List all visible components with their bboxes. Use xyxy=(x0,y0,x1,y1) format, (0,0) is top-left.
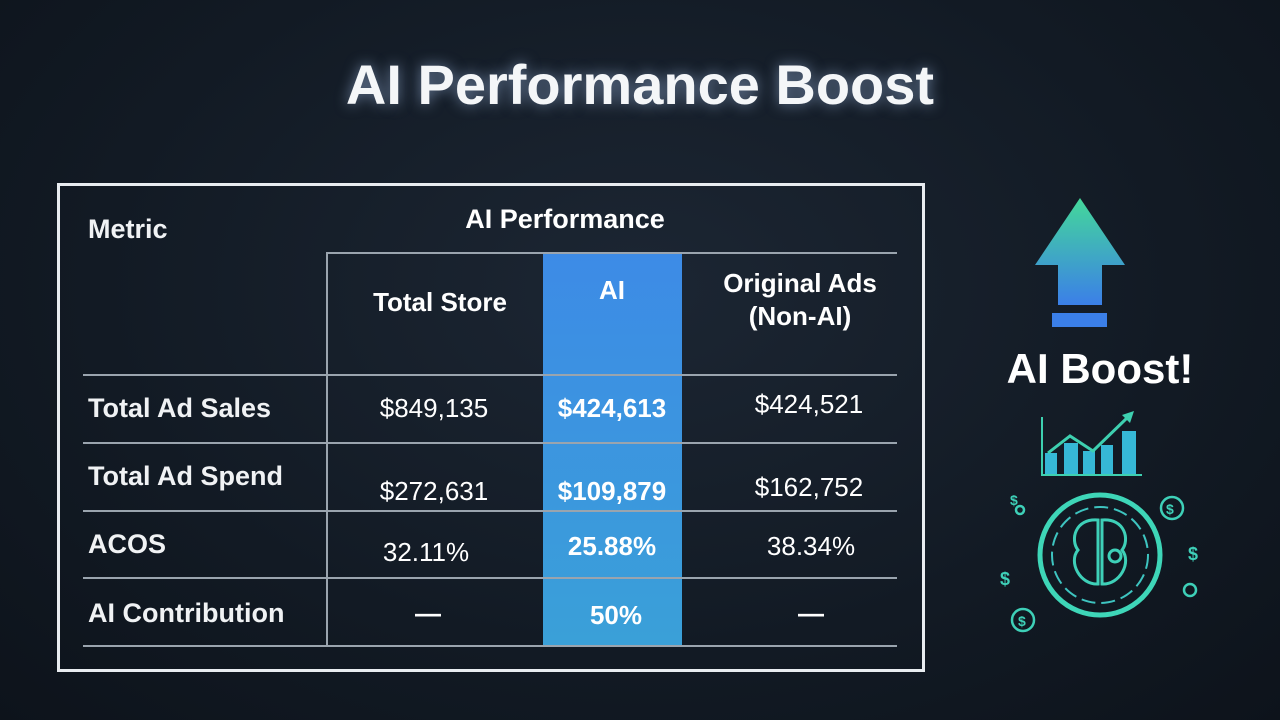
divider xyxy=(83,577,897,579)
divider xyxy=(326,252,328,645)
column-header-total-store: Total Store xyxy=(373,287,507,317)
cell: 38.34% xyxy=(766,531,856,561)
row-label: ACOS xyxy=(88,529,167,559)
cell: $424,613 xyxy=(557,393,667,423)
ai-boost-label: AI Boost! xyxy=(1006,345,1194,392)
ai-column-highlight xyxy=(543,253,682,645)
cell: $424,521 xyxy=(754,389,864,419)
cell: $272,631 xyxy=(379,476,489,506)
svg-text:$: $ xyxy=(1000,569,1010,589)
column-header-ai: AI xyxy=(599,275,625,305)
cell: 25.88% xyxy=(567,531,657,561)
table-frame xyxy=(57,183,925,672)
row-label: AI Contribution xyxy=(88,598,285,628)
divider xyxy=(83,442,897,444)
svg-text:$: $ xyxy=(1010,492,1018,508)
svg-text:$: $ xyxy=(1166,501,1174,517)
arrow-up-icon xyxy=(1035,198,1125,327)
metric-header: Metric xyxy=(88,214,168,244)
brain-icon: $ $ $ $ $ xyxy=(1000,492,1198,633)
cell: $849,135 xyxy=(379,393,489,423)
divider xyxy=(83,645,897,647)
cell: $109,879 xyxy=(557,476,667,506)
divider xyxy=(83,374,897,376)
cell: $162,752 xyxy=(754,472,864,502)
row-label: Total Ad Sales xyxy=(88,393,272,423)
page-title: AI Performance Boost xyxy=(345,53,935,116)
cell: 50% xyxy=(589,600,643,630)
svg-text:$: $ xyxy=(1188,544,1198,564)
cell: — xyxy=(415,598,441,628)
bar-chart-icon xyxy=(1041,411,1142,476)
svg-text:$: $ xyxy=(1018,613,1026,629)
divider xyxy=(83,510,897,512)
divider xyxy=(327,252,897,254)
group-header: AI Performance xyxy=(465,204,665,234)
cell: — xyxy=(798,598,824,628)
dollar-icon xyxy=(1159,495,1185,521)
row-label: Total Ad Spend xyxy=(88,461,283,491)
column-header-original-ads: Original Ads (Non-AI) xyxy=(723,268,877,331)
cell: 32.11% xyxy=(382,537,470,567)
